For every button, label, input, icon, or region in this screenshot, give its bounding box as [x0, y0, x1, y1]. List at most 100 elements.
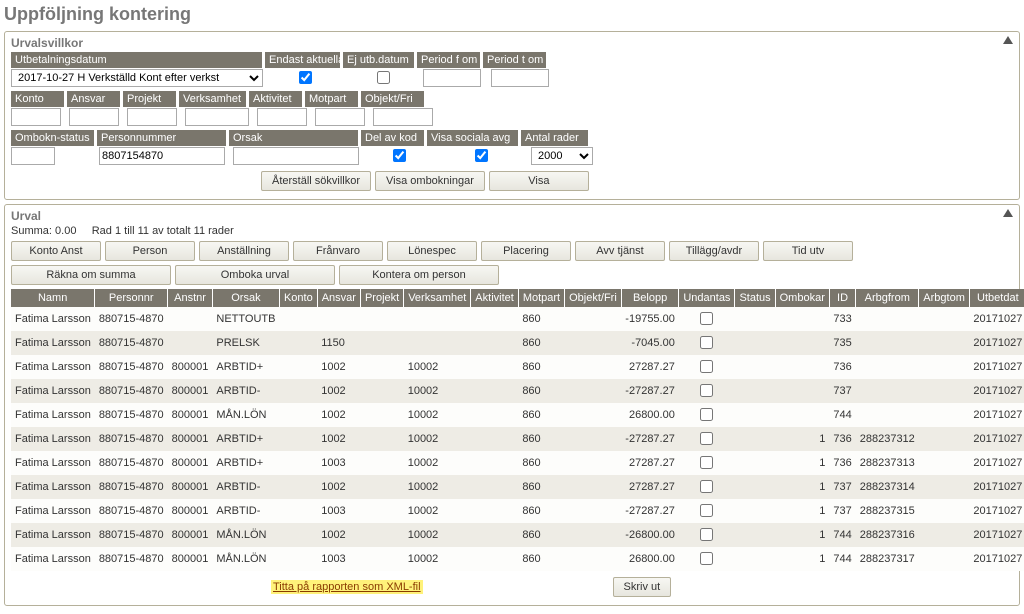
tab-lonespec[interactable]: Lönespec — [387, 241, 477, 261]
projekt-input[interactable] — [127, 108, 177, 126]
undantas-checkbox[interactable] — [700, 384, 713, 397]
table-row[interactable]: Fatima Larsson880715-4870800001MÅN.LÖN10… — [11, 523, 1024, 547]
aterstall-button[interactable]: Återställ sökvillkor — [261, 171, 371, 191]
cell-obj — [565, 379, 622, 403]
col-header[interactable]: Verksamhet — [404, 289, 471, 307]
lbl-ombokn: Ombokn-status — [11, 130, 95, 146]
cell-utb: 20171027 — [969, 403, 1024, 427]
konto-input[interactable] — [11, 108, 61, 126]
undantas-checkbox[interactable] — [700, 504, 713, 517]
cell-ansvar: 1002 — [317, 523, 360, 547]
collapse-icon[interactable] — [1003, 36, 1013, 44]
cell-id: 744 — [829, 403, 855, 427]
motpart-input[interactable] — [315, 108, 365, 126]
undantas-checkbox[interactable] — [700, 456, 713, 469]
cell-und — [679, 355, 735, 379]
cell-arbgf — [856, 307, 919, 331]
table-row[interactable]: Fatima Larsson880715-4870800001ARBTID+10… — [11, 427, 1024, 451]
col-header[interactable]: Projekt — [360, 289, 403, 307]
cell-konto — [279, 475, 317, 499]
table-row[interactable]: Fatima Larsson880715-4870NETTOUTB860-197… — [11, 307, 1024, 331]
undantas-checkbox[interactable] — [700, 360, 713, 373]
tab-franvaro[interactable]: Frånvaro — [293, 241, 383, 261]
undantas-checkbox[interactable] — [700, 432, 713, 445]
cell-utb: 20171027 — [969, 355, 1024, 379]
cell-namn: Fatima Larsson — [11, 403, 95, 427]
cell-arbgf: 288237317 — [856, 547, 919, 571]
visa-button[interactable]: Visa — [489, 171, 589, 191]
verksamhet-input[interactable] — [185, 108, 249, 126]
tab-tid-utv[interactable]: Tid utv — [763, 241, 853, 261]
rakna-om-summa-button[interactable]: Räkna om summa — [11, 265, 171, 285]
endast-aktuella-checkbox[interactable] — [299, 71, 312, 84]
xml-report-link[interactable]: Titta på rapporten som XML-fil — [271, 580, 423, 594]
utbetalningsdatum-select[interactable]: 2017-10-27 H Verkställd Kont efter verks… — [11, 69, 263, 87]
cell-akt — [471, 547, 519, 571]
col-header[interactable]: Orsak — [212, 289, 279, 307]
col-header[interactable]: Ombokar — [775, 289, 829, 307]
col-header[interactable]: Aktivitet — [471, 289, 519, 307]
table-row[interactable]: Fatima Larsson880715-4870800001MÅN.LÖN10… — [11, 403, 1024, 427]
tab-person[interactable]: Person — [105, 241, 195, 261]
ombokn-input[interactable] — [11, 147, 55, 165]
aktivitet-input[interactable] — [257, 108, 307, 126]
undantas-checkbox[interactable] — [700, 312, 713, 325]
col-header[interactable]: Anstnr — [168, 289, 213, 307]
col-header[interactable]: Objekt/Fri — [565, 289, 622, 307]
cell-belopp: -27287.27 — [621, 379, 679, 403]
visasoc-checkbox[interactable] — [475, 149, 488, 162]
undantas-checkbox[interactable] — [700, 336, 713, 349]
antal-rader-select[interactable]: 2000 — [531, 147, 593, 165]
undantas-checkbox[interactable] — [700, 408, 713, 421]
skriv-ut-button[interactable]: Skriv ut — [613, 577, 672, 597]
col-header[interactable]: Arbgfrom — [856, 289, 919, 307]
omboka-urval-button[interactable]: Omboka urval — [175, 265, 335, 285]
tab-placering[interactable]: Placering — [481, 241, 571, 261]
cell-arbgt — [919, 331, 970, 355]
cell-anst — [168, 307, 213, 331]
col-header[interactable]: ID — [829, 289, 855, 307]
cell-pnr: 880715-4870 — [95, 547, 168, 571]
col-header[interactable]: Ansvar — [317, 289, 360, 307]
ej-utb-datum-checkbox[interactable] — [377, 71, 390, 84]
col-header[interactable]: Arbgtom — [919, 289, 970, 307]
cell-belopp: -19755.00 — [621, 307, 679, 331]
table-row[interactable]: Fatima Larsson880715-4870800001ARBTID-10… — [11, 499, 1024, 523]
undantas-checkbox[interactable] — [700, 552, 713, 565]
table-row[interactable]: Fatima Larsson880715-4870800001ARBTID+10… — [11, 451, 1024, 475]
col-header[interactable]: Konto — [279, 289, 317, 307]
cell-pnr: 880715-4870 — [95, 499, 168, 523]
tab-anstallning[interactable]: Anställning — [199, 241, 289, 261]
col-header[interactable]: Namn — [11, 289, 95, 307]
urvalsvillkor-title: Urvalsvillkor — [11, 36, 1013, 50]
col-header[interactable]: Utbetdat — [969, 289, 1024, 307]
table-row[interactable]: Fatima Larsson880715-4870PRELSK1150860-7… — [11, 331, 1024, 355]
period-tom-input[interactable] — [491, 69, 549, 87]
cell-arbgt — [919, 307, 970, 331]
cell-arbgf: 288237315 — [856, 499, 919, 523]
ansvar-input[interactable] — [69, 108, 119, 126]
visa-ombokningar-button[interactable]: Visa ombokningar — [375, 171, 485, 191]
col-header[interactable]: Personnr — [95, 289, 168, 307]
cell-konto — [279, 403, 317, 427]
tab-avv-tjanst[interactable]: Avv tjänst — [575, 241, 665, 261]
table-row[interactable]: Fatima Larsson880715-4870800001ARBTID-10… — [11, 379, 1024, 403]
tab-tillagg[interactable]: Tillägg/avdr — [669, 241, 759, 261]
col-header[interactable]: Motpart — [518, 289, 564, 307]
tab-konto-anst[interactable]: Konto Anst — [11, 241, 101, 261]
period-fom-input[interactable] — [423, 69, 481, 87]
kontera-om-person-button[interactable]: Kontera om person — [339, 265, 499, 285]
table-row[interactable]: Fatima Larsson880715-4870800001ARBTID-10… — [11, 475, 1024, 499]
undantas-checkbox[interactable] — [700, 528, 713, 541]
objekt-input[interactable] — [373, 108, 433, 126]
col-header[interactable]: Undantas — [679, 289, 735, 307]
collapse-icon[interactable] — [1003, 209, 1013, 217]
orsak-input[interactable] — [233, 147, 359, 165]
personnummer-input[interactable] — [99, 147, 225, 165]
table-row[interactable]: Fatima Larsson880715-4870800001MÅN.LÖN10… — [11, 547, 1024, 571]
col-header[interactable]: Belopp — [621, 289, 679, 307]
col-header[interactable]: Status — [735, 289, 775, 307]
table-row[interactable]: Fatima Larsson880715-4870800001ARBTID+10… — [11, 355, 1024, 379]
delkod-checkbox[interactable] — [393, 149, 406, 162]
undantas-checkbox[interactable] — [700, 480, 713, 493]
